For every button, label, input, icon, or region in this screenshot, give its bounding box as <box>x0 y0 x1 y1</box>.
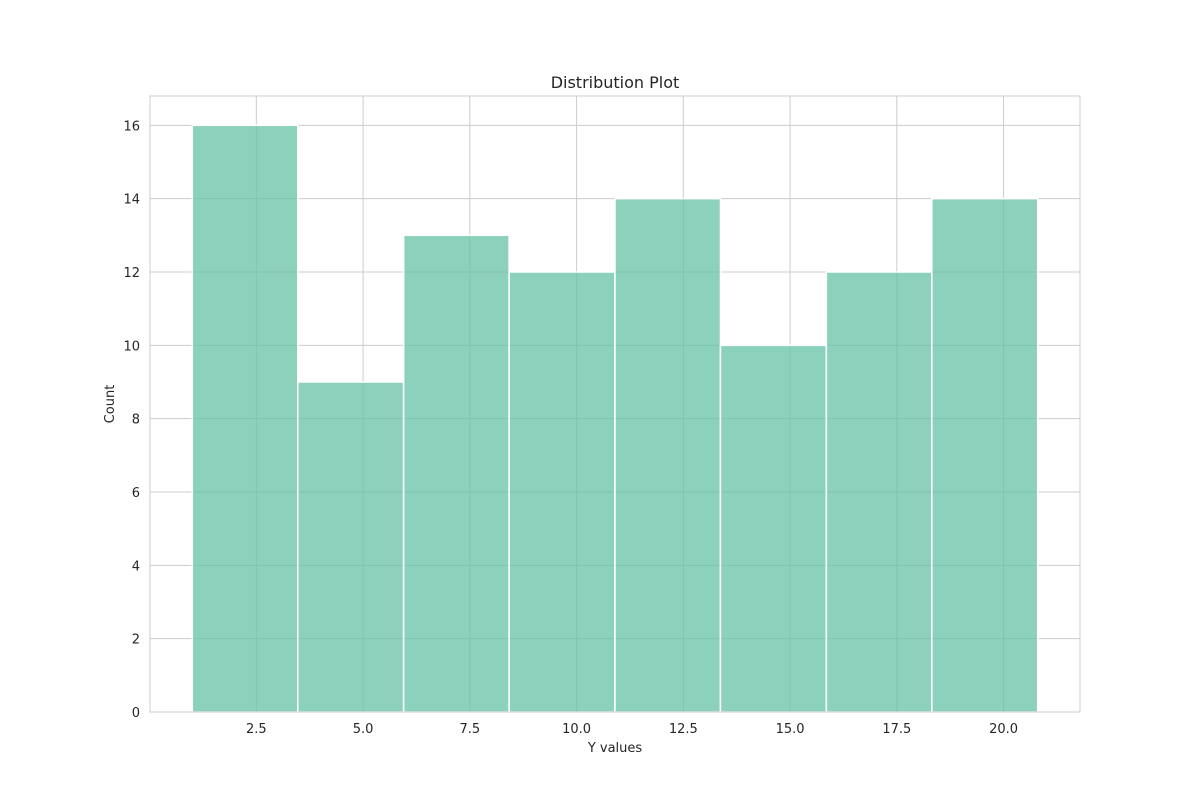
y-tick-label: 8 <box>132 413 140 428</box>
x-tick-label: 10.0 <box>562 722 591 737</box>
axes-frame <box>149 95 1081 713</box>
y-tick-label: 16 <box>123 119 140 134</box>
histogram-bar <box>614 197 722 713</box>
histogram-bar <box>402 234 510 713</box>
histogram-bar <box>191 124 299 713</box>
histogram-bars <box>191 124 1039 713</box>
histogram-bar <box>296 381 405 713</box>
x-tick-labels: 2.5 5.0 7.5 10.0 12.5 15.0 17.5 20.0 <box>246 722 1018 737</box>
x-tick-label: 2.5 <box>246 722 267 737</box>
y-tick-label: 14 <box>123 193 140 208</box>
x-tick-label: 5.0 <box>353 722 374 737</box>
histogram-bar <box>931 197 1039 713</box>
y-tick-label: 2 <box>132 633 140 648</box>
chart-title: Distribution Plot <box>551 73 680 92</box>
y-tick-label: 12 <box>123 266 140 281</box>
y-tick-label: 4 <box>132 559 140 574</box>
y-tick-label: 10 <box>123 339 140 354</box>
y-tick-labels: 0 2 4 6 8 10 12 14 16 <box>123 119 140 721</box>
x-tick-label: 12.5 <box>669 722 698 737</box>
x-tick-label: 17.5 <box>882 722 911 737</box>
y-tick-label: 6 <box>132 486 140 501</box>
x-tick-label: 20.0 <box>989 722 1018 737</box>
histogram-bar <box>508 271 616 713</box>
y-axis-label: Count <box>103 385 118 424</box>
x-tick-label: 7.5 <box>459 722 480 737</box>
x-tick-label: 15.0 <box>776 722 805 737</box>
histogram-bar <box>719 344 828 713</box>
histogram-bar <box>825 271 933 713</box>
y-tick-label: 0 <box>132 706 140 721</box>
x-axis-label: Y values <box>587 741 643 756</box>
